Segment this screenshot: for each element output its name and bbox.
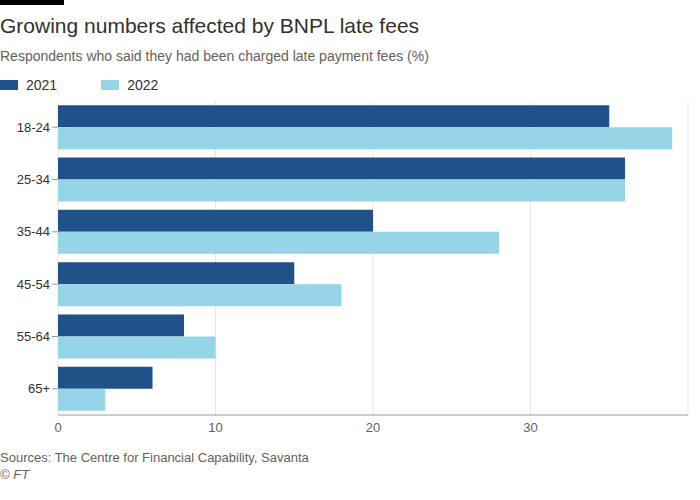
svg-text:10: 10 [208,420,222,435]
html-text:Growing numbers affected by BN: Growing numbers affected by BNPL late fe… [0,14,420,37]
svg-text:35-44: 35-44 [17,224,50,239]
svg-text:20: 20 [366,420,380,435]
svg-text:0: 0 [54,420,61,435]
svg-text:30: 30 [523,420,537,435]
html-text:Sources: The Centre for Financ: Sources: The Centre for Financial Capabi… [0,450,309,465]
svg-text:45-54: 45-54 [17,277,50,292]
svg-text:18-24: 18-24 [17,120,50,135]
html-text:Respondents who said they had: Respondents who said they had been charg… [0,48,429,64]
svg-text:55-64: 55-64 [17,329,50,344]
svg-text:65+: 65+ [28,381,50,396]
html-text:2022: 2022 [127,77,159,93]
html-text:2021: 2021 [26,77,58,93]
svg-text:25-34: 25-34 [17,172,50,187]
html-text:© FT: © FT [0,467,30,482]
